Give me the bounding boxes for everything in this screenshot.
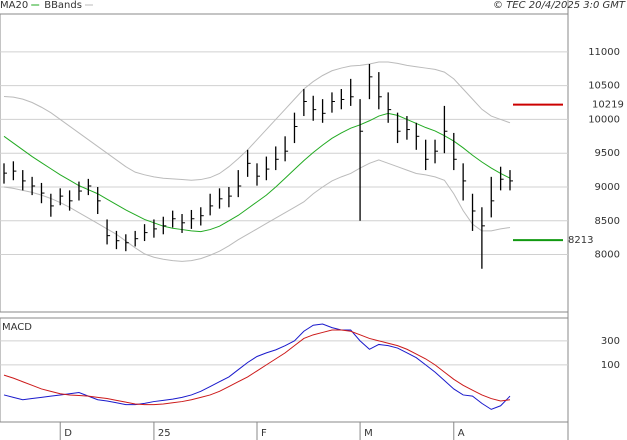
y-tick-label: 8000 (595, 250, 620, 261)
x-tick-label: 25 (158, 428, 171, 439)
level-label: 8213 (568, 235, 593, 246)
bband-upper (3, 61, 511, 181)
macd-line (3, 329, 511, 406)
x-tick-label: M (364, 428, 373, 439)
level-label: 10219 (592, 100, 624, 111)
y-tick-label: 9000 (595, 182, 620, 193)
y-tick-label: 8500 (595, 216, 620, 227)
y-tick-label: 300 (601, 336, 620, 347)
x-tick-label: F (261, 428, 267, 439)
legend-label: BBands (44, 0, 82, 11)
macd-panel (0, 317, 569, 423)
macd-title: MACD (2, 322, 32, 333)
bband-lower (3, 159, 511, 262)
macd-line (3, 323, 511, 410)
copyright: © TEC 20/4/2025 3:0 GMT (493, 0, 626, 11)
y-tick-label: 10500 (588, 81, 620, 92)
legend-label: MA20 (0, 0, 28, 11)
x-tick-label: D (64, 428, 72, 439)
y-tick-label: 11000 (588, 47, 620, 58)
y-tick-label: 9500 (595, 148, 620, 159)
y-tick-label: 100 (601, 360, 620, 371)
x-tick-label: A (458, 428, 465, 439)
y-tick-label: 10000 (588, 114, 620, 125)
